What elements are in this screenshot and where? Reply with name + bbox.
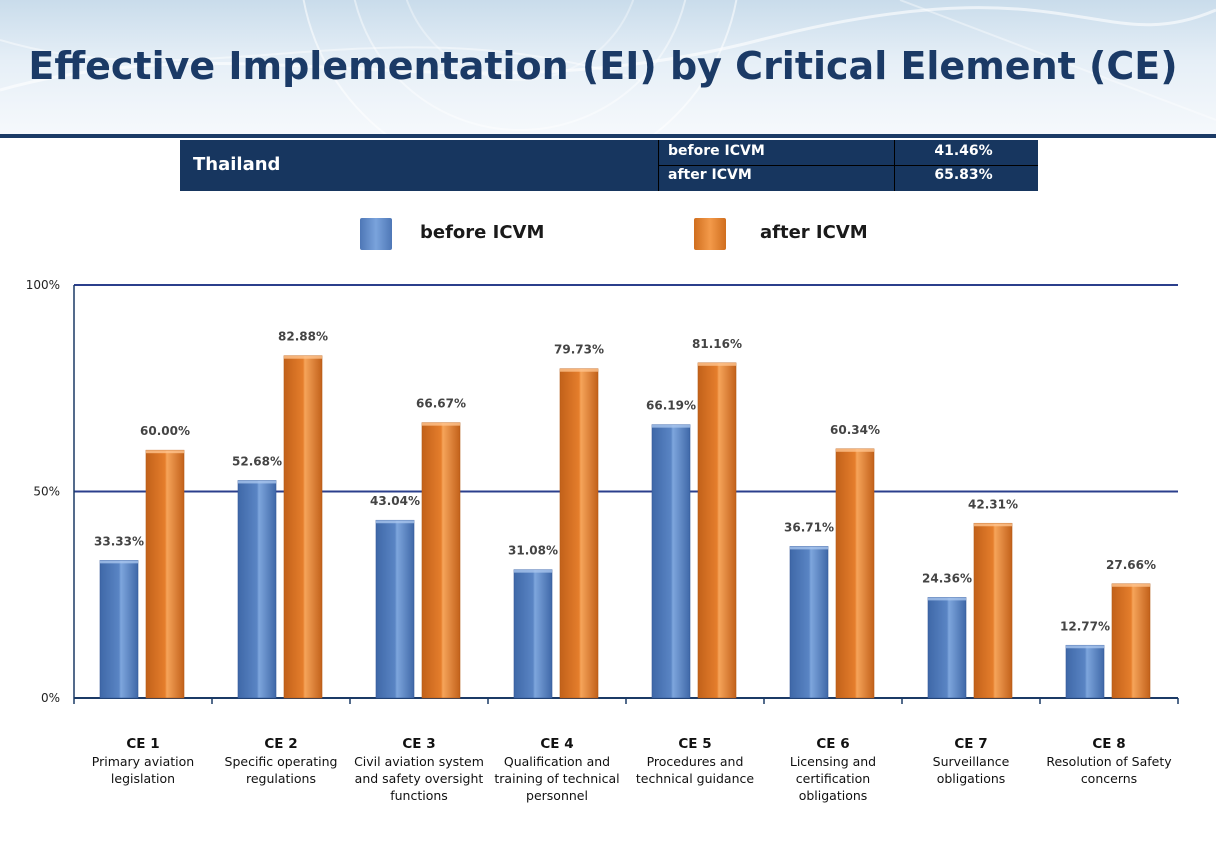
bar-after-cap: [698, 362, 736, 366]
bar-after: [283, 355, 323, 699]
bar-before-cap: [514, 569, 552, 573]
category-label: CE 4 Qualification and training of techni…: [488, 736, 626, 804]
summary-divider: [658, 165, 1038, 166]
data-label: 52.68%: [232, 454, 282, 468]
summary-country: Thailand: [193, 154, 281, 175]
y-tick-label: 100%: [26, 278, 60, 292]
bar-before-cap: [1066, 645, 1104, 649]
summary-row-label: before ICVM: [668, 143, 765, 159]
category-label: CE 7 Surveillance obligations: [902, 736, 1040, 787]
data-label: 66.67%: [416, 397, 466, 411]
bar-before: [927, 597, 967, 699]
data-label: 60.00%: [140, 424, 190, 438]
legend-after-label: after ICVM: [760, 222, 868, 243]
summary-row-value: 41.46%: [934, 143, 993, 159]
category-description: Primary aviation legislation: [91, 754, 195, 786]
summary-table: Thailand before ICVM 41.46% after ICVM 6…: [180, 140, 1038, 191]
data-label: 60.34%: [830, 423, 880, 437]
data-label: 36.71%: [784, 520, 834, 534]
data-label: 43.04%: [370, 494, 420, 508]
bar-before: [237, 480, 277, 699]
header-divider: [0, 134, 1216, 138]
bar-before: [513, 569, 553, 699]
category-description: Licensing and certification obligations: [789, 754, 877, 803]
category-code: CE 7: [954, 736, 988, 752]
category-code: CE 6: [816, 736, 850, 752]
header-globe-decoration: [0, 0, 1216, 136]
category-label: CE 8 Resolution of Safety concerns: [1040, 736, 1178, 787]
data-label: 42.31%: [968, 497, 1018, 511]
bar-after: [835, 448, 875, 699]
data-label: 31.08%: [508, 544, 558, 558]
legend-before-swatch: [360, 218, 392, 250]
legend-after-swatch: [694, 218, 726, 250]
data-label: 12.77%: [1060, 619, 1110, 633]
category-description: Procedures and technical guidance: [635, 754, 755, 786]
bar-before-cap: [376, 520, 414, 524]
y-tick-label: 0%: [41, 691, 60, 705]
bar-before-cap: [652, 424, 690, 428]
summary-row: after ICVM 65.83%: [658, 164, 1038, 188]
bar-after: [1111, 583, 1151, 699]
data-label: 81.16%: [692, 337, 742, 351]
bar-after: [145, 449, 185, 699]
data-label: 33.33%: [94, 534, 144, 548]
bar-before-cap: [100, 560, 138, 564]
data-label: 82.88%: [278, 330, 328, 344]
bar-before: [1065, 644, 1105, 699]
bar-before: [789, 546, 829, 699]
bar-after: [559, 368, 599, 699]
category-description: Surveillance obligations: [932, 754, 1010, 786]
category-code: CE 8: [1092, 736, 1126, 752]
category-label: CE 1 Primary aviation legislation: [74, 736, 212, 787]
bar-before: [651, 424, 691, 699]
bar-after: [421, 422, 461, 699]
summary-row-value: 65.83%: [934, 167, 993, 183]
summary-row: before ICVM 41.46%: [658, 140, 1038, 164]
category-description: Civil aviation system and safety oversig…: [354, 754, 484, 803]
bar-after-cap: [1112, 583, 1150, 587]
bar-before: [99, 560, 139, 699]
page-title: Effective Implementation (EI) by Critica…: [28, 44, 1178, 88]
category-code: CE 4: [540, 736, 574, 752]
summary-row-label: after ICVM: [668, 167, 752, 183]
bar-after-cap: [284, 355, 322, 359]
bar-after-cap: [422, 422, 460, 426]
bar-after-cap: [836, 448, 874, 452]
category-code: CE 1: [126, 736, 160, 752]
category-description: Specific operating regulations: [224, 754, 338, 786]
bar-after-cap: [974, 523, 1012, 527]
bar-after: [697, 362, 737, 699]
bar-after-cap: [146, 450, 184, 454]
legend-before-label: before ICVM: [420, 222, 545, 243]
bar-after-cap: [560, 368, 598, 372]
bar-after: [973, 522, 1013, 699]
category-label: CE 2 Specific operating regulations: [212, 736, 350, 787]
data-label: 24.36%: [922, 571, 972, 585]
bar-before: [375, 519, 415, 699]
category-label: CE 3 Civil aviation system and safety ove…: [350, 736, 488, 804]
category-description: Qualification and training of technical …: [494, 754, 620, 803]
y-tick-label: 50%: [33, 485, 60, 499]
bar-before-cap: [928, 597, 966, 601]
category-label: CE 6 Licensing and certification obligati…: [764, 736, 902, 804]
category-label: CE 5 Procedures and technical guidance: [626, 736, 764, 787]
data-label: 79.73%: [554, 343, 604, 357]
bar-before-cap: [238, 480, 276, 484]
category-code: CE 2: [264, 736, 298, 752]
category-code: CE 5: [678, 736, 712, 752]
header-banner: Effective Implementation (EI) by Critica…: [0, 0, 1216, 136]
data-label: 27.66%: [1106, 558, 1156, 572]
category-description: Resolution of Safety concerns: [1046, 754, 1172, 786]
bar-chart: 0% 50% 100% 33.33% 60.00% 52.68% 82.88% 43.04% 6…: [26, 278, 1179, 705]
category-code: CE 3: [402, 736, 436, 752]
data-label: 66.19%: [646, 399, 696, 413]
bar-before-cap: [790, 546, 828, 550]
